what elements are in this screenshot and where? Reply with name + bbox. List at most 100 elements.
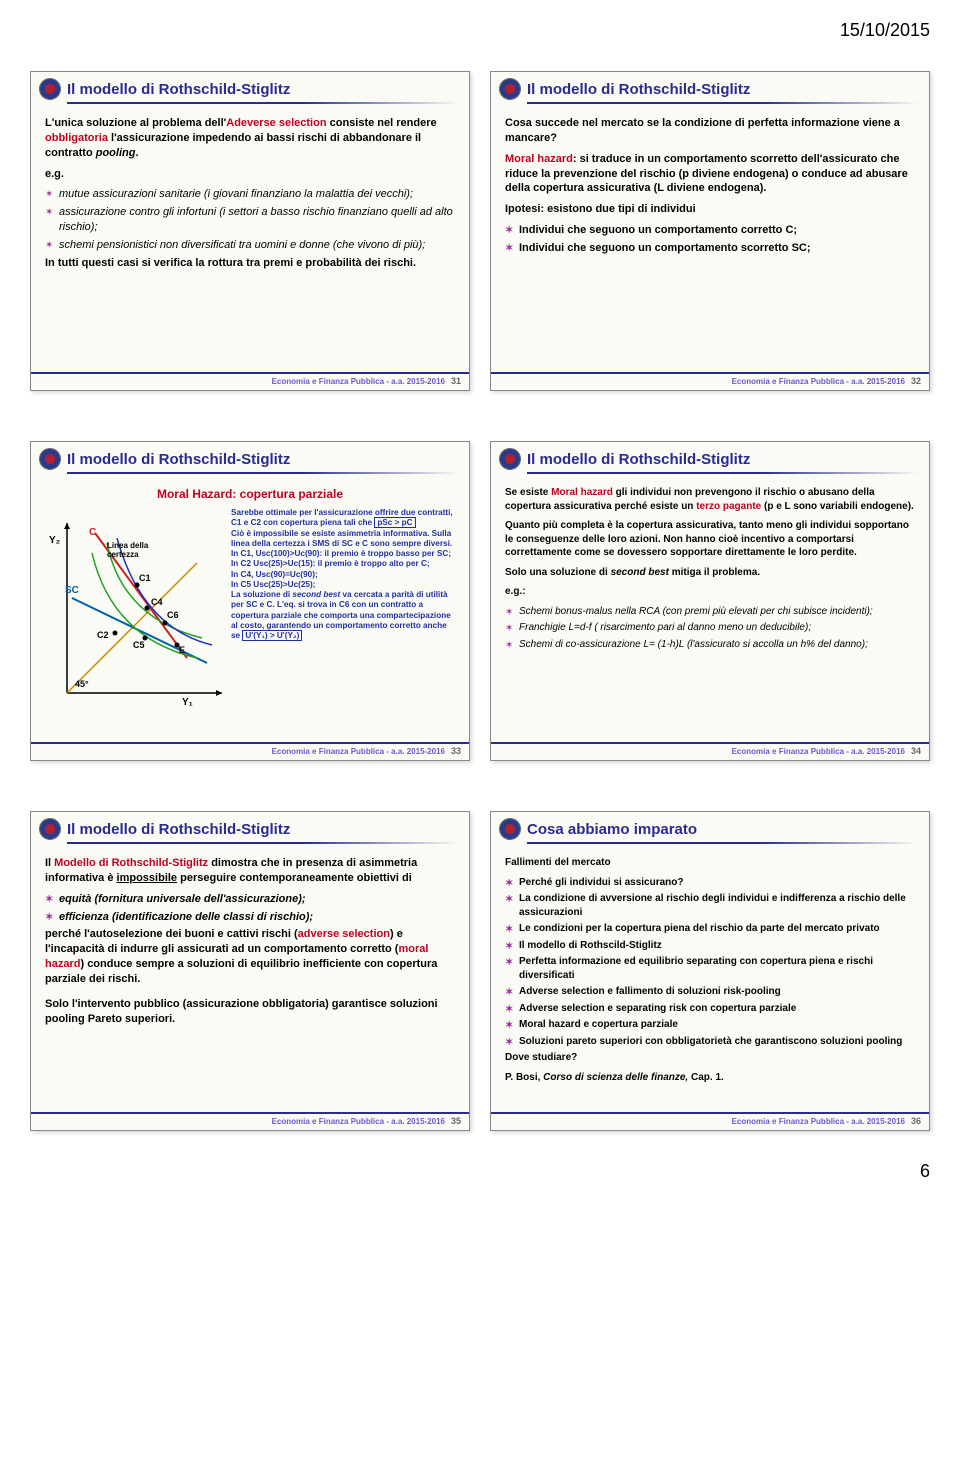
bullet: Individui che seguono un comportamento c…	[505, 223, 915, 238]
bullet: efficienza (identificazione delle classi…	[45, 910, 455, 925]
slide-title: Il modello di Rothschild-Stiglitz	[527, 451, 750, 468]
t: mitiga il problema.	[669, 567, 760, 578]
slide-title: Cosa abbiamo imparato	[527, 821, 697, 838]
slide-number: 34	[911, 746, 921, 756]
slide-body: Cosa succede nel mercato se la condizion…	[491, 112, 929, 372]
svg-text:E: E	[179, 645, 185, 655]
t: ) conduce sempre a soluzioni di equilibr…	[45, 958, 437, 985]
svg-text:SC: SC	[65, 585, 79, 596]
chart: Y₂Y₁45°CSCC1C2C4C5C6ELinea dellacertezza	[45, 508, 225, 713]
footer-text: Economia e Finanza Pubblica - a.a. 2015-…	[732, 377, 905, 386]
ip: Ipotesi: esistono due tipi di individui	[505, 202, 915, 217]
slide-body: L'unica soluzione al problema dell'Adeve…	[31, 112, 469, 372]
closing: In tutti questi casi si verifica la rott…	[45, 256, 455, 271]
slide-33: Il modello di Rothschild-Stiglitz Moral …	[30, 441, 470, 761]
t: second best	[611, 567, 669, 578]
t: pooling	[96, 147, 136, 159]
slide-number: 32	[911, 376, 921, 386]
bullet: assicurazione contro gli infortuni (i se…	[45, 205, 455, 235]
slide-number: 35	[451, 1116, 461, 1126]
t: adverse selection	[298, 928, 390, 940]
t: Quanto più completa è la copertura assic…	[505, 519, 915, 560]
crest-icon	[39, 818, 61, 840]
slide-number: 36	[911, 1116, 921, 1126]
t: perché l'autoselezione dei buoni e catti…	[45, 928, 298, 940]
bullet: equità (fornitura universale dell'assicu…	[45, 892, 455, 907]
t: Solo una soluzione di	[505, 567, 611, 578]
t: (p e L sono variabili endogene).	[761, 501, 914, 512]
page-date: 15/10/2015	[30, 20, 930, 41]
eg: e.g.	[45, 167, 455, 182]
slide-36: Cosa abbiamo imparato Fallimenti del mer…	[490, 811, 930, 1131]
t: Adeverse selection	[226, 117, 326, 129]
t: La soluzione di	[231, 590, 292, 599]
t: Moral hazard	[505, 153, 573, 165]
footer-text: Economia e Finanza Pubblica - a.a. 2015-…	[732, 1117, 905, 1126]
footer-text: Economia e Finanza Pubblica - a.a. 2015-…	[272, 1117, 445, 1126]
ref: P. Bosi, Corso di scienza delle finanze,…	[505, 1071, 915, 1085]
bullet: Le condizioni per la copertura piena del…	[505, 922, 915, 936]
t: second best	[292, 590, 340, 599]
t: Ciò è impossibile se esiste asimmetria i…	[231, 529, 452, 548]
footer-text: Economia e Finanza Pubblica - a.a. 2015-…	[272, 377, 445, 386]
svg-text:Y₁: Y₁	[182, 697, 193, 708]
t: L'unica soluzione al problema dell'	[45, 117, 226, 129]
slide-body: Il Modello di Rothschild-Stiglitz dimost…	[31, 852, 469, 1112]
page-number: 6	[30, 1161, 930, 1182]
slide-body: Se esiste Moral hazard gli individui non…	[491, 482, 929, 742]
svg-text:C: C	[89, 527, 96, 538]
q: Cosa succede nel mercato se la condizion…	[505, 116, 915, 146]
t: Solo l'intervento pubblico (assicurazion…	[45, 997, 455, 1027]
svg-text:C1: C1	[139, 573, 151, 583]
slide-35: Il modello di Rothschild-Stiglitz Il Mod…	[30, 811, 470, 1131]
svg-text:C2: C2	[97, 630, 109, 640]
t: obbligatoria	[45, 132, 108, 144]
bullet: Schemi bonus-malus nella RCA (con premi …	[505, 605, 915, 619]
slide-title: Il modello di Rothschild-Stiglitz	[67, 451, 290, 468]
bullet: Soluzioni pareto superiori con obbligato…	[505, 1035, 915, 1049]
slide-number: 31	[451, 376, 461, 386]
bullet: Perfetta informazione ed equilibrio sepa…	[505, 955, 915, 982]
crest-icon	[499, 78, 521, 100]
formula: U'(Y₁) > U'(Y₂)	[242, 630, 302, 641]
footer-text: Economia e Finanza Pubblica - a.a. 2015-…	[272, 747, 445, 756]
slide-title: Il modello di Rothschild-Stiglitz	[67, 821, 290, 838]
bullet: Perché gli individui si assicurano?	[505, 876, 915, 890]
bullet: Adverse selection e separating risk con …	[505, 1002, 915, 1016]
t: impossibile	[117, 872, 178, 884]
svg-text:C5: C5	[133, 640, 145, 650]
svg-text:C4: C4	[151, 597, 163, 607]
slide-title: Il modello di Rothschild-Stiglitz	[67, 81, 290, 98]
chart-caption: Sarebbe ottimale per l'assicurazione off…	[231, 508, 455, 713]
bullet: Franchigie L=d-f ( risarcimento pari al …	[505, 621, 915, 635]
slide-body: Moral Hazard: copertura parziale Y₂Y₁45°…	[31, 482, 469, 742]
slide-34: Il modello di Rothschild-Stiglitz Se esi…	[490, 441, 930, 761]
crest-icon	[39, 78, 61, 100]
t: Il	[45, 857, 54, 869]
svg-text:Y₂: Y₂	[49, 535, 60, 546]
eg: e.g.:	[505, 585, 915, 599]
h: Dove studiare?	[505, 1051, 915, 1065]
bullet: Adverse selection e fallimento di soluzi…	[505, 985, 915, 999]
subhead: Moral Hazard: copertura parziale	[45, 486, 455, 502]
t: Se esiste	[505, 487, 551, 498]
svg-text:C6: C6	[167, 610, 179, 620]
bullet: schemi pensionistici non diversificati t…	[45, 238, 455, 253]
formula: pSc > pC	[374, 517, 415, 528]
svg-text:Linea della: Linea della	[107, 541, 149, 550]
slide-number: 33	[451, 746, 461, 756]
svg-text:certezza: certezza	[107, 550, 139, 559]
slide-title: Il modello di Rothschild-Stiglitz	[527, 81, 750, 98]
t: terzo pagante	[696, 501, 761, 512]
bullet: Moral hazard e copertura parziale	[505, 1018, 915, 1032]
t: In C1, Usc(100)>Uc(90): il premio è trop…	[231, 549, 451, 558]
slide-body: Fallimenti del mercato Perché gli indivi…	[491, 852, 929, 1112]
t: Sarebbe ottimale per l'assicurazione off…	[231, 508, 453, 527]
crest-icon	[39, 448, 61, 470]
t: perseguire contemporaneamente obiettivi …	[177, 872, 412, 884]
t: In C4, Usc(90)=Uc(90);	[231, 570, 318, 579]
bullet: La condizione di avversione al rischio d…	[505, 892, 915, 919]
footer-text: Economia e Finanza Pubblica - a.a. 2015-…	[732, 747, 905, 756]
bullet: mutue assicurazioni sanitarie (i giovani…	[45, 187, 455, 202]
bullet: Individui che seguono un comportamento s…	[505, 241, 915, 256]
